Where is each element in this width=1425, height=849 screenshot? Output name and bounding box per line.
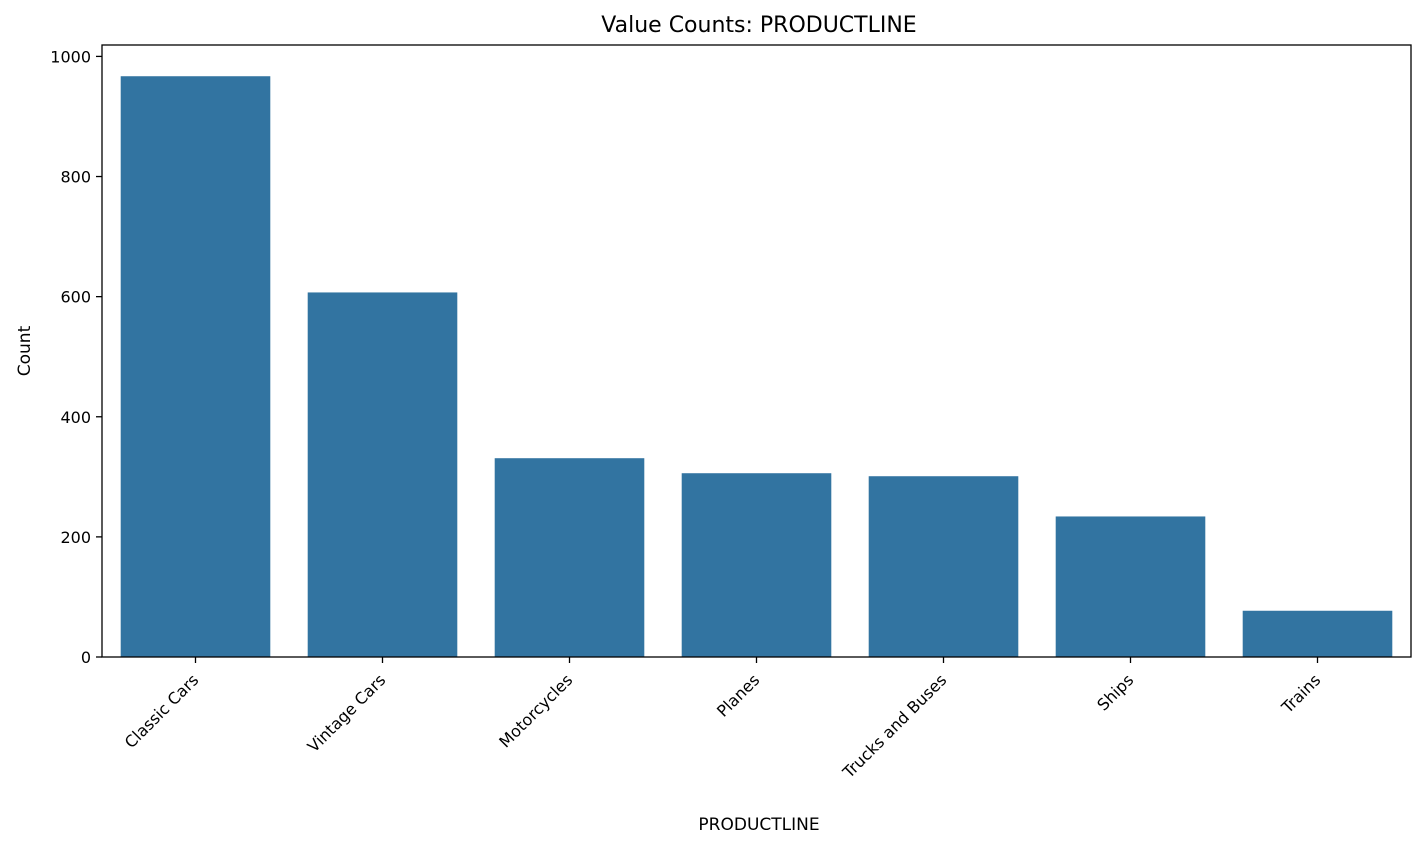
y-tick-label: 600: [60, 288, 91, 307]
y-tick-label: 0: [81, 648, 91, 667]
x-tick-label: Vintage Cars: [304, 670, 390, 756]
x-tick-label: Planes: [713, 670, 763, 720]
x-tick-label: Trucks and Buses: [838, 670, 950, 782]
x-axis-label: PRODUCTLINE: [698, 815, 819, 835]
y-axis-label: Count: [15, 325, 35, 376]
x-tick-label: Classic Cars: [121, 670, 203, 752]
x-tick-label: Motorcycles: [495, 670, 576, 751]
bar-motorcycles: [494, 458, 645, 657]
y-tick-label: 400: [60, 408, 91, 427]
chart-title: Value Counts: PRODUCTLINE: [601, 13, 916, 38]
y-tick-label: 1000: [50, 47, 91, 66]
bar-trucks-and-buses: [868, 476, 1019, 657]
y-axis: 0 200 400 600 800 1000: [50, 47, 102, 667]
bar-classic-cars: [120, 76, 271, 658]
bar-planes: [681, 473, 832, 657]
x-tick-label: Trains: [1277, 670, 1324, 717]
bar-vintage-cars: [307, 292, 458, 657]
x-axis: Classic Cars Vintage Cars Motorcycles Plane…: [121, 657, 1324, 782]
bars-group: [120, 76, 1393, 658]
bar-trains: [1242, 610, 1393, 657]
plot-frame: [101, 44, 1412, 658]
x-tick-label: Ships: [1093, 670, 1137, 714]
y-tick-label: 800: [60, 168, 91, 187]
y-tick-label: 200: [60, 528, 91, 547]
bar-ships: [1055, 516, 1206, 657]
